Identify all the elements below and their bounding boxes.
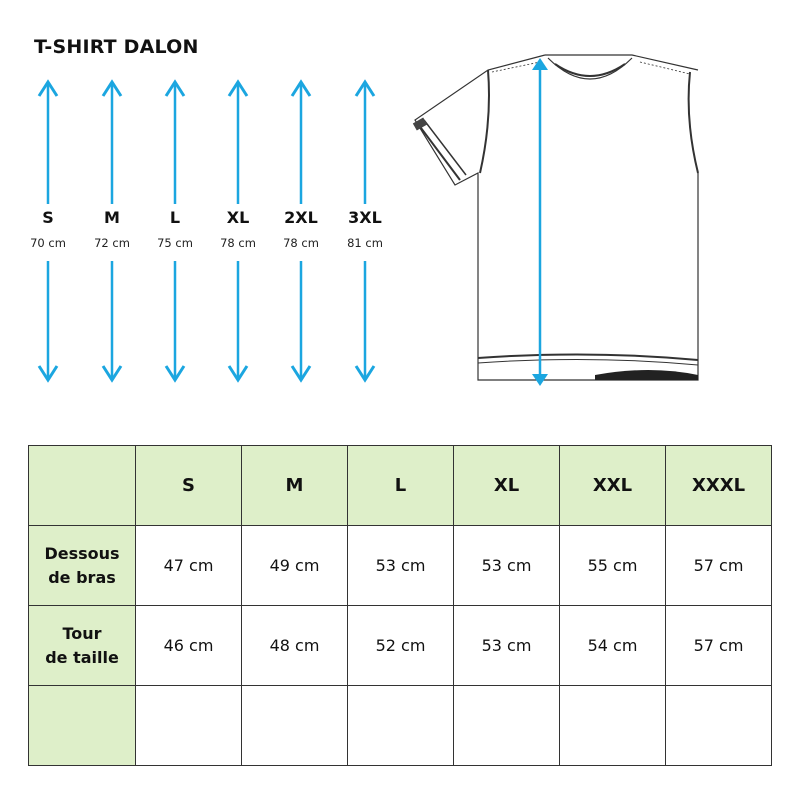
table-cell xyxy=(453,685,560,766)
table-row: Tour de taille 46 cm 48 cm 52 cm 53 cm 54… xyxy=(28,605,772,686)
table-row: Dessous de bras 47 cm 49 cm 53 cm 53 cm 5… xyxy=(28,525,772,606)
row-label-line: de bras xyxy=(48,567,116,587)
length-value: 72 cm xyxy=(94,236,130,250)
size-label: 3XL xyxy=(348,208,382,227)
table-cell: 57 cm xyxy=(665,605,772,686)
table-cell: 57 cm xyxy=(665,525,772,606)
double-arrow-icon xyxy=(290,79,312,383)
header-cell: XL xyxy=(453,445,560,526)
header-cell: M xyxy=(241,445,348,526)
tshirt-illustration xyxy=(412,54,699,381)
table-cell: 55 cm xyxy=(559,525,666,606)
size-label: S xyxy=(42,208,54,227)
size-length-column: 2XL 78 cm xyxy=(271,78,331,384)
table-cell xyxy=(665,685,772,766)
table-header-row: S M L XL XXL XXXL xyxy=(28,445,772,526)
size-length-column: XL 78 cm xyxy=(208,78,268,384)
table-row xyxy=(28,685,772,766)
double-arrow-icon xyxy=(227,79,249,383)
size-length-column: M 72 cm xyxy=(82,78,142,384)
page-title: T-SHIRT DALON xyxy=(34,36,199,58)
length-value: 70 cm xyxy=(30,236,66,250)
length-value: 75 cm xyxy=(157,236,193,250)
row-label xyxy=(28,685,136,766)
table-cell: 52 cm xyxy=(347,605,454,686)
table-cell xyxy=(135,685,242,766)
header-cell: XXL xyxy=(559,445,666,526)
table-cell: 47 cm xyxy=(135,525,242,606)
size-length-column: S 70 cm xyxy=(18,78,78,384)
row-label-line: Tour xyxy=(62,623,102,643)
table-cell: 53 cm xyxy=(453,525,560,606)
table-cell: 54 cm xyxy=(559,605,666,686)
row-label-line: Dessous xyxy=(44,543,120,563)
table-cell xyxy=(241,685,348,766)
header-cell: L xyxy=(347,445,454,526)
header-cell: S xyxy=(135,445,242,526)
length-value: 78 cm xyxy=(283,236,319,250)
table-corner-cell xyxy=(28,445,136,526)
size-label: XL xyxy=(226,208,250,227)
length-value: 78 cm xyxy=(220,236,256,250)
header-cell: XXXL xyxy=(665,445,772,526)
double-arrow-icon xyxy=(37,79,59,383)
row-label: Tour de taille xyxy=(28,605,136,686)
size-label: 2XL xyxy=(284,208,318,227)
table-cell xyxy=(347,685,454,766)
length-value: 81 cm xyxy=(347,236,383,250)
table-cell: 46 cm xyxy=(135,605,242,686)
table-cell xyxy=(559,685,666,766)
size-label: L xyxy=(169,208,181,227)
table-cell: 53 cm xyxy=(347,525,454,606)
length-arrow xyxy=(532,58,548,386)
double-arrow-icon xyxy=(354,79,376,383)
size-label: M xyxy=(104,208,120,227)
row-label: Dessous de bras xyxy=(28,525,136,606)
row-label-line: de taille xyxy=(45,647,119,667)
size-length-column: L 75 cm xyxy=(145,78,205,384)
table-cell: 53 cm xyxy=(453,605,560,686)
double-arrow-icon xyxy=(164,79,186,383)
size-length-column: 3XL 81 cm xyxy=(335,78,395,384)
double-arrow-icon xyxy=(101,79,123,383)
table-cell: 49 cm xyxy=(241,525,348,606)
size-table: S M L XL XXL XXXL Dessous de bras 47 cm 4… xyxy=(28,445,772,766)
table-cell: 48 cm xyxy=(241,605,348,686)
